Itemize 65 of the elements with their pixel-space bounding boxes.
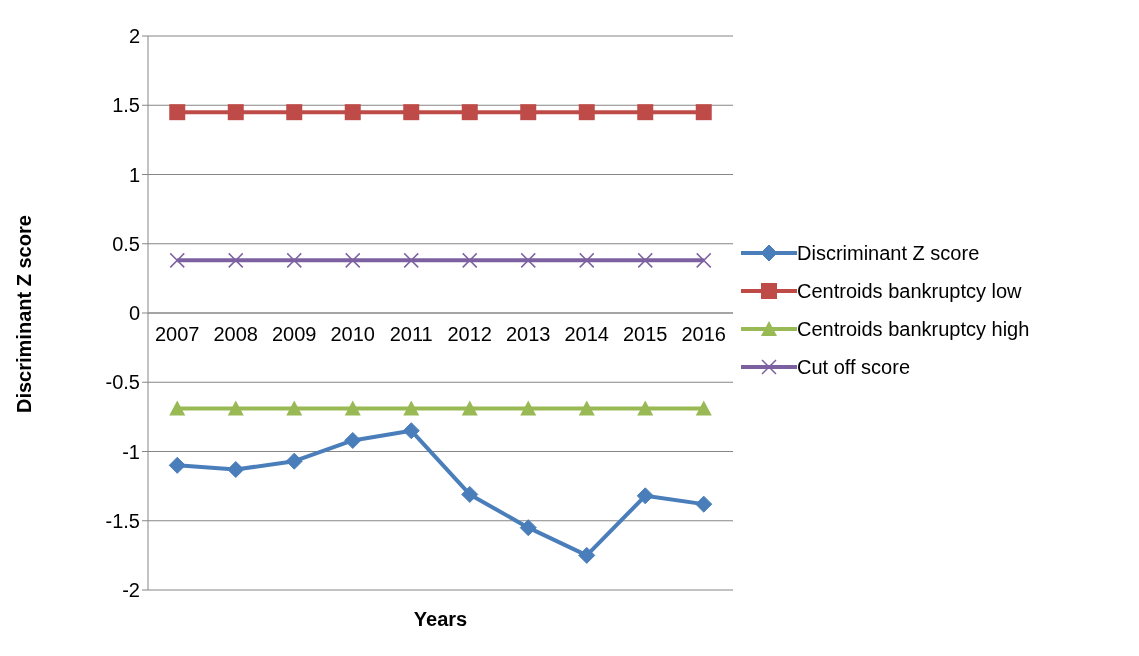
point [636,487,654,505]
point [578,546,596,564]
x-tick-label: 2011 [389,323,433,345]
y-tick-label: 0 [128,302,140,325]
point [286,104,303,121]
point [579,252,595,269]
x-tick-label: 2009 [272,323,317,345]
point [461,400,478,416]
point [696,252,712,269]
point [403,252,419,269]
x-axis-title: Years [413,608,468,630]
point [461,485,479,503]
point [169,400,186,416]
y-tick-label: 2 [128,25,140,48]
point [461,104,478,121]
point [637,252,653,269]
legend-label: Discriminant Z score [797,241,980,265]
y-tick-label: 0.5 [112,232,140,255]
y-tick-label: 1.5 [112,94,140,117]
point [520,252,536,269]
legend-label: Cut off score [797,355,911,379]
y-tick-label: -1.5 [105,509,140,532]
legend-label: Centroids bankruptcy high [797,317,1030,341]
point [403,400,420,416]
point [695,495,713,513]
point [227,400,244,416]
point [168,456,186,474]
x-tick-label: 2012 [447,323,492,345]
point [403,104,420,121]
point [169,104,186,121]
x-tick-label: 2016 [681,323,726,345]
x-tick-label: 2007 [155,323,200,345]
x-tick-label: 2008 [213,323,258,345]
y-tick-label: -1 [122,440,140,463]
point [286,400,303,416]
point [402,422,420,440]
point [462,252,478,269]
x-tick-label: 2014 [564,323,609,345]
point [344,104,361,121]
point [169,252,185,269]
point [344,400,361,416]
point [344,431,362,449]
point [227,461,245,478]
point [228,252,244,269]
point [578,400,595,416]
x-tick-label: 2015 [623,323,668,345]
point [345,252,361,269]
point [519,519,537,537]
y-tick-label: -0.5 [105,371,140,394]
x-tick-label: 2013 [506,323,551,345]
point [285,452,303,470]
point [637,104,654,121]
point [637,400,654,416]
point [520,104,537,121]
y-tick-label: 1 [128,163,140,186]
legend-label: Centroids bankruptcy low [797,279,1022,303]
point [695,400,712,416]
point [695,104,712,121]
point [520,400,537,416]
y-axis-title: Discriminant Z score [13,215,36,413]
point [286,252,302,269]
point [227,104,244,121]
y-tick-label: -2 [122,579,140,602]
point [578,104,595,121]
x-tick-label: 2010 [330,323,375,345]
